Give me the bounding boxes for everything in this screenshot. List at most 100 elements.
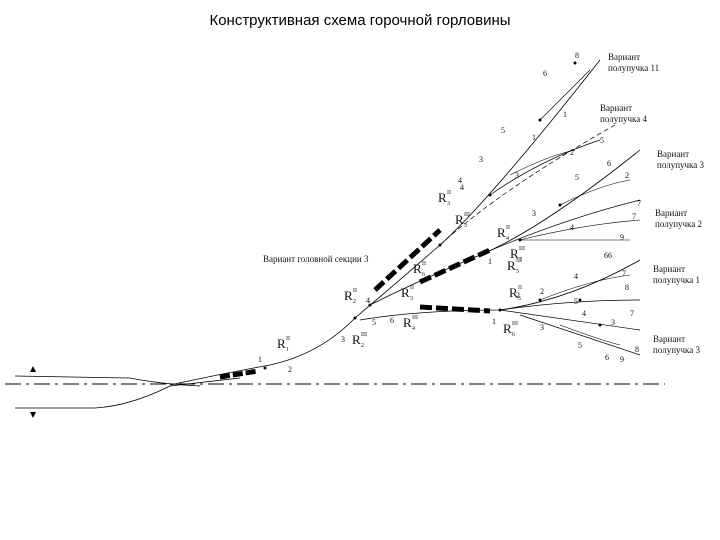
retarder-sign: R III 2 — [352, 332, 367, 349]
lower-fan-b — [499, 299, 641, 311]
svg-text:6: 6 — [605, 353, 609, 362]
svg-text:3: 3 — [479, 155, 483, 164]
svg-text:6: 6 — [607, 159, 611, 168]
svg-text:9: 9 — [620, 355, 624, 364]
svg-text:4: 4 — [460, 183, 464, 192]
svg-text:R: R — [497, 225, 506, 240]
svg-text:2: 2 — [288, 365, 292, 374]
down-arrow-marker — [30, 412, 36, 418]
svg-text:1: 1 — [488, 257, 492, 266]
fan-trunk — [169, 59, 601, 386]
svg-text:2: 2 — [540, 287, 544, 296]
head-zone-label: Вариант головной секции 3 — [263, 254, 369, 264]
variant-label: Вариант полупучка 1 — [653, 264, 700, 285]
svg-text:R: R — [352, 332, 361, 347]
svg-text:III: III — [412, 315, 418, 321]
svg-text:полупучка 4: полупучка 4 — [600, 114, 648, 124]
svg-text:Вариант: Вариант — [653, 264, 685, 274]
svg-text:R: R — [503, 321, 512, 336]
svg-text:II: II — [286, 336, 290, 342]
svg-text:6: 6 — [390, 316, 394, 325]
branch-4b — [509, 149, 576, 176]
svg-text:III: III — [519, 246, 525, 252]
lower-fan-f — [559, 324, 621, 346]
svg-text:II: II — [518, 285, 522, 291]
variant-label: Вариант полупучка 4 — [600, 103, 648, 124]
retarder-sign: R II 1 — [277, 336, 290, 353]
retarder-sign: R II 3 — [401, 285, 414, 302]
svg-text:5: 5 — [600, 136, 604, 145]
svg-text:R: R — [507, 258, 516, 273]
middle-fan-b — [479, 199, 641, 256]
svg-text:7: 7 — [632, 212, 636, 221]
svg-text:9: 9 — [620, 233, 624, 242]
svg-text:III: III — [516, 258, 522, 264]
svg-text:R: R — [277, 336, 286, 351]
svg-text:R: R — [455, 212, 464, 227]
svg-text:2: 2 — [361, 343, 364, 349]
svg-text:3: 3 — [410, 296, 413, 302]
branch-4 — [489, 139, 601, 196]
retarder-2 — [373, 228, 442, 292]
svg-text:3: 3 — [611, 318, 615, 327]
retarder-sign: R II 4 — [497, 225, 510, 242]
svg-text:II: II — [353, 288, 357, 294]
svg-text:5: 5 — [574, 297, 578, 306]
svg-text:6: 6 — [512, 332, 515, 338]
svg-text:8: 8 — [635, 345, 639, 354]
svg-text:Вариант: Вариант — [653, 334, 685, 344]
svg-text:7: 7 — [622, 269, 626, 278]
svg-text:1: 1 — [258, 355, 262, 364]
svg-text:7: 7 — [630, 309, 634, 318]
svg-text:3: 3 — [532, 209, 536, 218]
svg-text:3: 3 — [515, 171, 519, 180]
retarder-sign: R II 3 — [438, 190, 451, 207]
svg-text:1: 1 — [563, 110, 567, 119]
lower-fan-e — [539, 274, 631, 301]
svg-text:4: 4 — [458, 176, 462, 185]
svg-text:R: R — [438, 190, 447, 205]
variant-label: Вариант полупучка 11 — [608, 52, 659, 73]
retarder-sign: R III 4 — [403, 315, 418, 332]
svg-text:II: II — [506, 225, 510, 231]
svg-text:2: 2 — [516, 291, 520, 300]
retarder-sign: R II 6 — [413, 261, 426, 278]
svg-text:3: 3 — [341, 335, 345, 344]
branch-11 — [539, 69, 591, 121]
switch-numbers: 1 2 3 4 5 6 3 4 5 6 1 2 3 4 5 6 7 8 9 1 … — [258, 51, 641, 374]
svg-text:5: 5 — [578, 341, 582, 350]
svg-text:2: 2 — [625, 171, 629, 180]
retarder-4 — [419, 304, 491, 314]
svg-text:Вариант: Вариант — [608, 52, 640, 62]
svg-text:II: II — [447, 190, 451, 196]
svg-text:Вариант: Вариант — [655, 208, 687, 218]
middle-fan-e — [559, 179, 631, 206]
retarder-sign: R II 2 — [344, 288, 357, 305]
svg-text:4: 4 — [574, 272, 578, 281]
svg-text:полупучка 3: полупучка 3 — [657, 160, 705, 170]
retarder-sign: R III 7 — [510, 246, 525, 263]
svg-text:4: 4 — [570, 223, 574, 232]
svg-text:1: 1 — [286, 347, 289, 353]
svg-text:R: R — [510, 246, 519, 261]
svg-text:полупучка 2: полупучка 2 — [655, 219, 702, 229]
lower-track — [15, 377, 241, 409]
svg-text:5: 5 — [372, 318, 376, 327]
svg-text:6: 6 — [604, 251, 608, 260]
svg-text:8: 8 — [625, 283, 629, 292]
svg-text:III: III — [361, 332, 367, 338]
lower-fan-d — [519, 314, 641, 356]
svg-text:3: 3 — [447, 201, 450, 207]
fan-trunk-upper — [439, 124, 616, 246]
svg-text:полупучка 3: полупучка 3 — [653, 345, 701, 355]
variant-label: Вариант полупучка 3 — [657, 149, 705, 170]
svg-text:3: 3 — [464, 223, 467, 229]
svg-text:Вариант: Вариант — [657, 149, 689, 159]
retarder-1 — [219, 368, 259, 380]
svg-text:II: II — [410, 285, 414, 291]
svg-text:II: II — [422, 261, 426, 267]
svg-text:R: R — [413, 261, 422, 276]
svg-text:5: 5 — [501, 126, 505, 135]
svg-text:2: 2 — [353, 299, 356, 305]
